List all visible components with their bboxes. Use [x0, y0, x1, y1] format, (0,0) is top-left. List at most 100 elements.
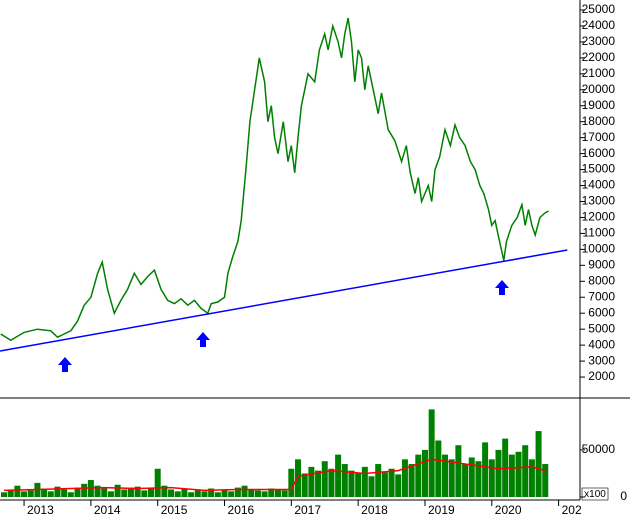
volume-bar	[482, 442, 489, 497]
volume-bar	[495, 449, 502, 497]
volume-bar	[221, 489, 228, 497]
volume-bar	[335, 454, 342, 497]
x-tick-label: 2015	[161, 503, 188, 517]
volume-bar	[248, 489, 255, 497]
volume-bar	[7, 489, 14, 497]
volume-bar	[535, 431, 542, 497]
volume-bar	[522, 445, 529, 497]
y-tick-label: 18000	[582, 114, 616, 128]
volume-bar	[375, 464, 382, 497]
y-tick-label: 21000	[582, 66, 616, 80]
volume-bar	[308, 466, 315, 497]
volume-bar	[21, 491, 28, 497]
series-line	[0, 249, 568, 352]
volume-bar	[468, 457, 475, 497]
volume-bar	[401, 459, 408, 497]
y-tick-label: 25000	[582, 2, 616, 16]
volume-bar	[228, 491, 235, 497]
volume-bar	[288, 468, 295, 497]
volume-bar	[81, 483, 88, 497]
volume-bar	[348, 470, 355, 497]
volume-bar	[515, 451, 522, 497]
y-tick-label: 7000	[588, 289, 615, 303]
volume-bar	[315, 470, 322, 497]
volume-bar	[328, 468, 335, 497]
volume-bar	[214, 492, 221, 497]
arrow	[58, 357, 72, 372]
volume-bar	[428, 409, 435, 497]
x-tick-label: 2019	[428, 503, 455, 517]
volume-bar	[107, 491, 114, 497]
y-tick-label: 2000	[588, 369, 615, 383]
y-tick-label: 0	[620, 489, 627, 503]
volume-bar	[241, 485, 248, 497]
y-tick-label: 22000	[582, 50, 616, 64]
volume-bar	[127, 487, 134, 497]
volume-bar	[295, 459, 302, 497]
volume-bar	[201, 491, 208, 497]
y-tick-label: 4000	[588, 337, 615, 351]
arrows	[58, 280, 509, 372]
x-tick-label: 2013	[27, 503, 54, 517]
volume-bar	[321, 461, 328, 497]
y-tick-label: 50000	[582, 442, 616, 456]
volume-bar	[388, 468, 395, 497]
volume-bar	[154, 468, 161, 497]
volume-bar	[41, 488, 48, 497]
y-tick-label: 23000	[582, 34, 616, 48]
volume-bar	[301, 473, 308, 497]
volume-bar	[168, 489, 175, 497]
volume-bar	[174, 491, 181, 497]
volume-bar	[421, 449, 428, 497]
volume-bar	[1, 492, 8, 497]
volume-bar	[67, 492, 74, 497]
volume-bar	[462, 464, 469, 497]
volume-bar	[188, 492, 195, 497]
x-tick-label: 2018	[361, 503, 388, 517]
volume-bar	[488, 459, 495, 497]
volume-bar	[361, 466, 368, 497]
y-tick-label: 17000	[582, 130, 616, 144]
unit-box	[581, 487, 609, 501]
volume-bar	[94, 485, 101, 497]
volume-bar	[542, 464, 549, 497]
volume-bar	[181, 488, 188, 497]
y-tick-label: 15000	[582, 162, 616, 176]
volume-bar	[148, 488, 155, 497]
volume-bar	[134, 486, 141, 497]
y-tick-label: 20000	[582, 82, 616, 96]
volume-bar	[47, 491, 54, 497]
volume-bar	[74, 487, 81, 497]
volume-bar	[268, 488, 275, 497]
volume-bar	[508, 454, 515, 497]
x-tick-label: 2014	[94, 503, 121, 517]
volume-bar	[475, 461, 482, 497]
volume-bar	[61, 489, 68, 497]
volume-bar	[14, 485, 21, 497]
volume-bar	[395, 474, 402, 497]
volume-bar	[455, 445, 462, 497]
unit-label: x100	[584, 489, 606, 500]
y-tick-label: 14000	[582, 178, 616, 192]
volume-bar	[121, 489, 128, 497]
volume-bar	[408, 464, 415, 497]
volume-bar	[341, 464, 348, 497]
y-tick-label: 10000	[582, 242, 616, 256]
y-tick-label: 12000	[582, 210, 616, 224]
y-tick-label: 24000	[582, 18, 616, 32]
arrow	[495, 280, 509, 295]
y-tick-label: 3000	[588, 353, 615, 367]
volume-bar	[101, 488, 108, 497]
volume-bar	[435, 440, 442, 497]
x-tick-label: 202	[562, 503, 582, 517]
volume-bar	[54, 486, 61, 497]
volume-bar	[381, 472, 388, 497]
volume-bar	[281, 490, 288, 497]
volume-bar	[261, 491, 268, 497]
volume-bar	[194, 490, 201, 497]
volume-bar	[528, 459, 535, 497]
volume-bar	[161, 485, 168, 497]
y-tick-label: 11000	[583, 226, 616, 240]
volume-bar	[274, 489, 281, 497]
